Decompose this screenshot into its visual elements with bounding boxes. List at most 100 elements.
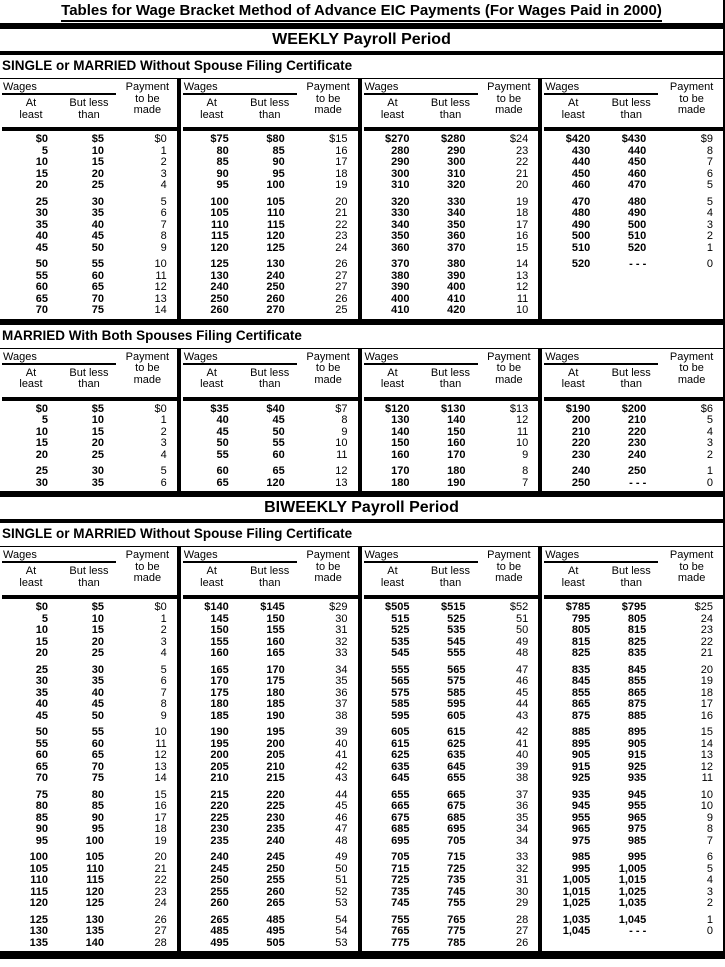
table-row: 490 500 3: [544, 219, 723, 232]
at-least-cell: 185: [210, 709, 229, 722]
but-less-than-cell: $795: [621, 601, 647, 613]
subsection-weekly-married: MARRIED With Both Spouses Filing Certifi…: [0, 325, 723, 497]
at-least-cell: 290: [391, 156, 410, 168]
wages-header-group: Wages At least But less than: [182, 549, 299, 595]
wage-table: Wages At least But less than Payment to be made…: [181, 547, 362, 951]
header-line: But less: [250, 97, 290, 109]
at-least-cell: 450: [571, 167, 591, 180]
table-header: Wages At least But less than Payment to be made: [2, 79, 177, 131]
but-less-than-cell: 95: [91, 823, 104, 835]
table-row: 60 65 12: [2, 281, 177, 294]
table-row: 300 310 21: [364, 168, 539, 181]
but-less-than-cell: 55: [91, 726, 104, 738]
but-less-than-cell: 235: [266, 823, 285, 835]
payment-cell: 49: [335, 851, 348, 863]
table-row: 25 30 5: [2, 664, 177, 677]
but-less-than-cell: 390: [447, 269, 466, 282]
but-less-than-cell: 230: [627, 437, 647, 449]
payment-cell: 11: [516, 425, 529, 438]
but-less-than-cell: 215: [266, 772, 285, 784]
but-less-than-cell: 480: [627, 195, 647, 208]
at-least-cell: $35: [210, 402, 229, 415]
payment-cell: 10: [516, 437, 529, 449]
at-least-cell: $505: [385, 601, 410, 613]
at-least-cell: 55: [35, 269, 48, 282]
header-line: made: [677, 104, 706, 116]
header-line: made: [133, 572, 162, 584]
table-row: 30 35 6: [2, 207, 177, 220]
at-least-cell: 895: [571, 737, 591, 750]
but-less-than-cell: 320: [447, 179, 466, 191]
at-least-cell: 180: [391, 476, 410, 489]
but-less-than-cell: 165: [266, 647, 285, 659]
at-least-cell: 70: [35, 772, 48, 784]
but-less-than-cell: 100: [266, 179, 285, 191]
at-least-cell: 10: [35, 425, 48, 438]
payment-cell: 32: [516, 862, 529, 875]
payment-cell: 3: [706, 885, 713, 898]
but-less-than-cell: $5: [91, 402, 104, 415]
payment-cell: 10: [154, 726, 167, 738]
table-row: 865 875 17: [544, 698, 723, 711]
at-least-cell: 400: [391, 292, 410, 305]
payment-cell: 15: [700, 726, 713, 738]
table-row: 525 535 50: [364, 624, 539, 637]
table-row: 185 190 38: [183, 709, 358, 723]
at-least-cell: 865: [571, 698, 591, 710]
wages-header-group: Wages At least But less than: [363, 81, 480, 127]
payment-cell: 0: [706, 476, 713, 489]
table-row: 155 160 32: [183, 636, 358, 649]
payment-to-be-made-header: Payment to be made: [299, 81, 358, 127]
table-row: $35 $40 $7: [183, 402, 358, 416]
but-less-than-cell: 25: [91, 647, 104, 659]
table-row: 330 340 18: [364, 207, 539, 220]
payment-cell: 50: [335, 862, 348, 875]
at-least-cell: 795: [571, 612, 591, 625]
at-least-cell: 240: [210, 281, 229, 293]
but-less-than-cell: 150: [447, 425, 466, 438]
at-least-cell: 995: [571, 862, 591, 875]
at-least-cell: 90: [216, 167, 229, 180]
payment-cell: 5: [706, 195, 713, 208]
table-row: 675 685 35: [364, 812, 539, 825]
but-less-than-cell: 510: [627, 230, 647, 242]
header-line: to be: [496, 362, 522, 374]
but-less-than-header: But less than: [422, 367, 480, 391]
but-less-than-cell: 115: [267, 218, 285, 231]
subsection-title: SINGLE or MARRIED Without Spouse Filing …: [2, 526, 353, 541]
at-least-cell: 100: [210, 195, 229, 208]
table-row: $420 $430 $9: [544, 133, 723, 146]
header-line: But less: [611, 366, 651, 379]
but-less-than-cell: 240: [266, 269, 285, 282]
table-body: $140 $145 $29 145 150 30 150 155 31 155 160 32 160 16…: [183, 599, 358, 951]
at-least-cell: 40: [35, 698, 48, 710]
table-row: 120 125 24: [2, 897, 177, 910]
at-least-cell: 35: [35, 218, 48, 231]
but-less-than-cell: 585: [447, 686, 466, 699]
table-header: Wages At least But less than Payment to be made: [182, 79, 358, 131]
but-less-than-cell: 410: [447, 292, 466, 305]
table-row: $270 $280 $24: [364, 133, 539, 146]
table-row: 45 50 9: [183, 426, 358, 439]
payment-cell: 20: [700, 663, 713, 676]
table-row: 140 150 11: [364, 425, 539, 439]
but-less-than-header: But less than: [602, 366, 660, 391]
header-line: to be: [315, 362, 341, 374]
at-least-cell: 110: [30, 874, 48, 886]
table-row: 115 120 23: [2, 886, 177, 899]
table-row: 885 895 15: [544, 726, 723, 739]
but-less-than-cell: 150: [266, 612, 285, 625]
header-line: to be: [679, 362, 704, 374]
table-row: 565 575 46: [364, 675, 539, 688]
header-line: made: [133, 373, 162, 386]
but-less-than-cell: 140: [85, 936, 104, 949]
header-line: But less: [250, 565, 290, 577]
but-less-than-cell: 140: [447, 414, 466, 426]
wages-header-group: Wages At least But less than: [544, 351, 660, 397]
at-least-cell: 150: [210, 624, 229, 636]
table-row: 605 615 42: [364, 726, 539, 739]
header-line: than: [259, 378, 281, 390]
table-row: 535 545 49: [364, 636, 539, 649]
header-line: Payment: [669, 81, 714, 93]
table-row: 665 675 36: [364, 800, 539, 813]
